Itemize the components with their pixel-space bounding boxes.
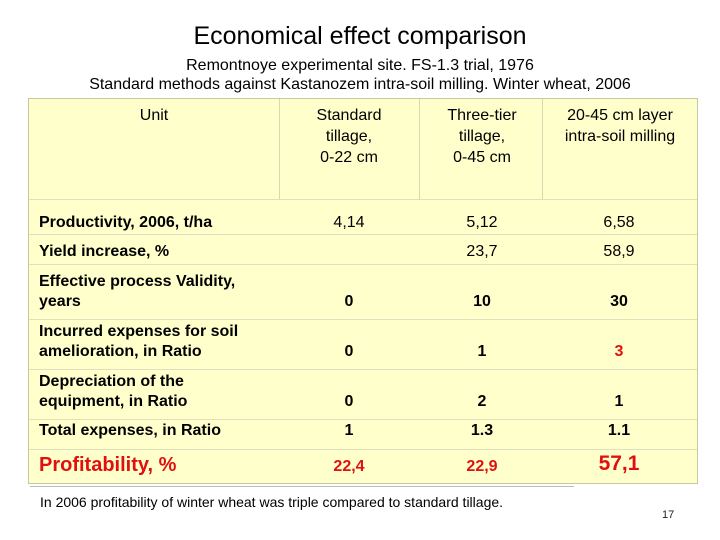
row-label-text: Productivity, 2006, t/ha [39, 214, 213, 231]
header-divider [419, 99, 420, 199]
cell-depreciation-milling: 1 [614, 393, 624, 410]
row-label-text: Incurred expenses for soil [39, 323, 239, 340]
row-divider [29, 319, 697, 320]
cell-total-standard: 1 [344, 422, 354, 439]
row-label-process-validity: Effective process Validity, years [39, 272, 279, 312]
row-divider [29, 369, 697, 370]
header-line: tillage, [325, 128, 373, 145]
footnote-divider [30, 486, 574, 487]
cell-profitability-three-tier: 22,9 [466, 458, 498, 475]
header-divider [279, 99, 280, 199]
footnote: In 2006 profitability of winter wheat wa… [40, 494, 504, 510]
header-line: intra-soil milling [564, 128, 676, 145]
row-label-depreciation: Depreciation of the equipment, in Ratio [39, 372, 279, 412]
row-label-text: Effective process Validity, [39, 273, 236, 290]
cell-profitability-standard: 22,4 [333, 458, 365, 475]
subtitle-methods: Standard methods against Kastanozem intr… [89, 76, 631, 93]
comparison-table: Unit Standard tillage, 0-22 cm Three-tie… [28, 98, 698, 484]
cell-validity-three-tier: 10 [473, 293, 491, 310]
header-line: Standard [316, 107, 382, 124]
row-divider [29, 234, 697, 235]
row-label-text: amelioration, in Ratio [39, 343, 202, 360]
header-three-tier-tillage: Three-tier tillage, 0-45 cm [422, 105, 542, 168]
row-divider [29, 449, 697, 450]
page-title: Economical effect comparison [193, 22, 527, 50]
cell-yield-milling: 58,9 [603, 243, 635, 260]
row-divider [29, 419, 697, 420]
row-divider [29, 264, 697, 265]
header-standard-tillage: Standard tillage, 0-22 cm [284, 105, 414, 168]
header-line: 0-45 cm [453, 149, 511, 166]
header-intra-soil-milling: 20-45 cm layer intra-soil milling [544, 105, 696, 147]
cell-depreciation-standard: 0 [344, 393, 354, 410]
header-line: tillage, [458, 128, 506, 145]
cell-total-milling: 1.1 [607, 422, 631, 439]
cell-productivity-standard: 4,14 [333, 214, 365, 231]
row-label-productivity: Productivity, 2006, t/ha [39, 213, 279, 233]
cell-validity-milling: 30 [610, 293, 628, 310]
cell-validity-standard: 0 [344, 293, 354, 310]
row-divider [29, 199, 697, 200]
header-line: 20-45 cm layer [567, 107, 673, 124]
row-label-profitability: Profitability, % [39, 453, 279, 477]
cell-productivity-milling: 6,58 [603, 214, 635, 231]
cell-productivity-three-tier: 5,12 [466, 214, 498, 231]
row-label-text: Depreciation of the [39, 373, 184, 390]
cell-expenses-milling: 3 [614, 343, 624, 360]
row-label-text: Total expenses, in Ratio [39, 422, 221, 439]
subtitle-trial: Remontnoye experimental site. FS-1.3 tri… [186, 57, 534, 74]
row-label-text: equipment, in Ratio [39, 393, 188, 410]
header-unit: Unit [139, 107, 169, 124]
cell-depreciation-three-tier: 2 [477, 393, 487, 410]
page-number: 17 [662, 509, 675, 521]
cell-profitability-milling: 57,1 [598, 452, 640, 475]
header-divider [542, 99, 543, 199]
row-label-text: Yield increase, % [39, 243, 170, 260]
cell-total-three-tier: 1.3 [470, 422, 494, 439]
cell-expenses-three-tier: 1 [477, 343, 487, 360]
row-label-text: years [39, 293, 81, 310]
row-label-total-expenses: Total expenses, in Ratio [39, 421, 279, 441]
row-label-text: Profitability, % [39, 454, 177, 476]
cell-yield-three-tier: 23,7 [466, 243, 498, 260]
row-label-yield-increase: Yield increase, % [39, 242, 279, 262]
header-line: 0-22 cm [320, 149, 378, 166]
cell-expenses-standard: 0 [344, 343, 354, 360]
row-label-incurred-expenses: Incurred expenses for soil amelioration,… [39, 322, 279, 362]
header-line: Three-tier [447, 107, 517, 124]
